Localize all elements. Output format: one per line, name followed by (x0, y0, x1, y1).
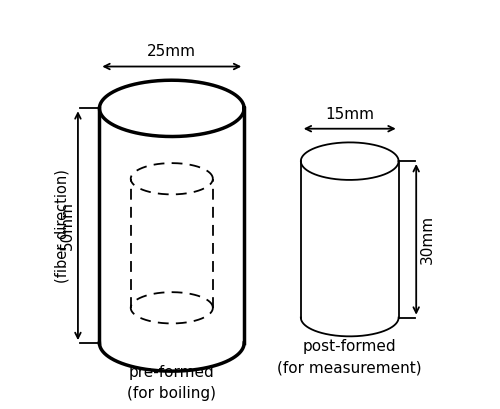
Text: (fiber direction): (fiber direction) (54, 169, 69, 283)
Text: 30mm: 30mm (420, 215, 434, 264)
Text: post-formed
(for measurement): post-formed (for measurement) (278, 339, 422, 375)
Text: 15mm: 15mm (325, 107, 374, 121)
Text: 50mm: 50mm (60, 201, 74, 250)
Text: pre-formed
(for boiling): pre-formed (for boiling) (128, 364, 216, 400)
Text: 25mm: 25mm (148, 45, 196, 59)
